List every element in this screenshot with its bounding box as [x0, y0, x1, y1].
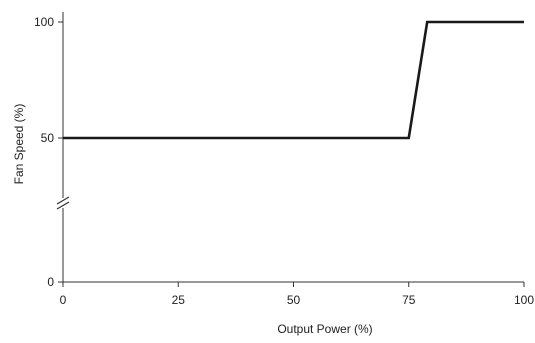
x-tick-label: 0: [60, 293, 67, 307]
series-layer: [63, 20, 524, 140]
y-tick-label: 0: [47, 275, 54, 289]
x-tick-label: 100: [514, 293, 534, 307]
x-axis-title: Output Power (%): [277, 322, 372, 336]
ticks: 0 25 50 75 100 0 50 100: [34, 15, 534, 307]
axes: [56, 12, 524, 283]
x-tick-label: 25: [172, 293, 186, 307]
x-tick-label: 75: [402, 293, 416, 307]
x-tick-label: 50: [287, 293, 301, 307]
y-axis-break-mark: [56, 196, 70, 210]
fan-speed-series-line: [63, 20, 524, 140]
y-tick-label: 50: [41, 131, 55, 145]
y-axis-title: Fan Speed (%): [12, 104, 26, 185]
y-tick-label: 100: [34, 15, 54, 29]
